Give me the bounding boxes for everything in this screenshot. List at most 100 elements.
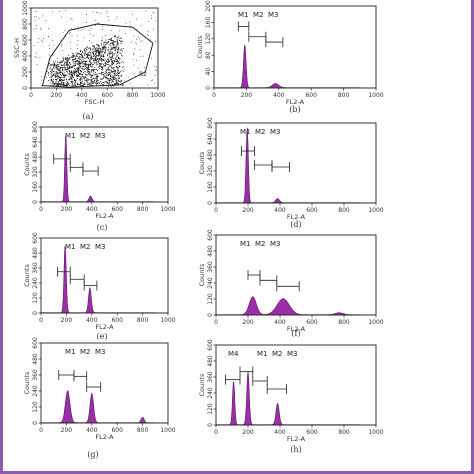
scatter-point [48,80,49,81]
scatter-point [62,60,63,62]
scatter-point [110,39,112,41]
scatter-point [96,69,98,70]
scatter-point [98,55,100,57]
panel-c: M1 M2 M30 200 400 600 800 10000160320480640800F… [23,121,176,232]
marker-m1 [58,370,75,380]
scatter-point [81,61,83,63]
y-tick-label: 360 [207,371,214,383]
scatter-point [117,43,119,45]
scatter-point [63,73,64,75]
x-tick-label: 200 [242,319,254,326]
scatter-point [87,78,88,80]
scatter-point [68,55,70,57]
marker-label: M2 [253,11,264,19]
scatter-point [134,48,136,50]
scatter-point [69,62,70,63]
scatter-point [108,82,110,84]
scatter-point [50,73,52,75]
scatter-point [53,65,55,66]
scatter-point [92,35,94,37]
scatter-point [117,63,118,64]
scatter-point [52,65,54,66]
scatter-point [77,78,78,79]
scatter-point [60,77,61,79]
scatter-point [110,85,112,87]
scatter-point [88,58,89,59]
marker-m2 [73,371,88,382]
scatter-point [86,79,88,81]
scatter-point [78,53,80,54]
scatter-point [53,80,54,82]
scatter-point [67,60,69,62]
scatter-point [100,60,102,61]
scatter-point [62,82,64,84]
scatter-point [65,67,67,69]
scatter-point [61,16,62,18]
scatter-point [86,54,87,56]
scatter-point [62,69,63,71]
scatter-point [112,47,114,49]
scatter-point [140,55,142,57]
scatter-point [72,61,74,63]
scatter-point [99,73,101,74]
scatter-point [80,83,82,85]
marker-m4 [225,374,241,385]
scatter-point [58,68,60,70]
scatter-point [84,53,86,55]
y-tick-label: 0 [207,423,214,427]
scatter-point [98,52,99,54]
scatter-point [96,55,98,57]
scatter-point [117,51,119,53]
scatter-point [66,69,67,70]
scatter-point [55,83,57,85]
scatter-point [57,80,59,82]
scatter-point [110,49,112,50]
scatter-point [129,21,131,23]
scatter-point [97,70,98,72]
scatter-point [72,65,74,67]
scatter-point [99,68,101,70]
scatter-point [92,82,94,84]
scatter-point [69,85,71,87]
scatter-point [112,64,113,66]
scatter-point [84,83,85,85]
scatter-point [111,37,112,39]
scatter-point [98,60,100,62]
y-tick-label: 320 [32,166,39,178]
marker-m3 [266,384,287,394]
scatter-point [71,81,73,83]
y-tick-label: 0 [22,86,29,90]
scatter-point [103,46,104,48]
scatter-point [137,68,139,69]
scatter-point [80,73,82,75]
scatter-point [34,19,36,21]
scatter-point [80,82,81,84]
scatter-point [60,75,62,76]
scatter-point [64,77,66,79]
marker-label: M3 [270,128,281,136]
scatter-point [117,42,118,44]
scatter-point [56,67,58,69]
scatter-point [81,55,83,57]
scatter-point [117,60,118,61]
scatter-point [104,58,106,60]
scatter-point [92,61,94,63]
scatter-point [107,80,109,82]
scatter-point [108,81,110,83]
scatter-point [79,58,81,60]
scatter-point [96,51,97,53]
scatter-point [69,79,70,81]
scatter-point [69,67,71,69]
scatter-point [105,39,107,41]
scatter-point [48,65,50,67]
scatter-point [87,69,89,71]
marker-label: M3 [95,132,106,140]
scatter-point [110,56,112,58]
scatter-point [114,74,116,76]
scatter-point [97,79,99,81]
marker-m3 [86,382,102,392]
scatter-point [51,73,53,75]
scatter-point [67,68,69,70]
scatter-point [60,73,61,75]
scatter-point [133,64,135,66]
